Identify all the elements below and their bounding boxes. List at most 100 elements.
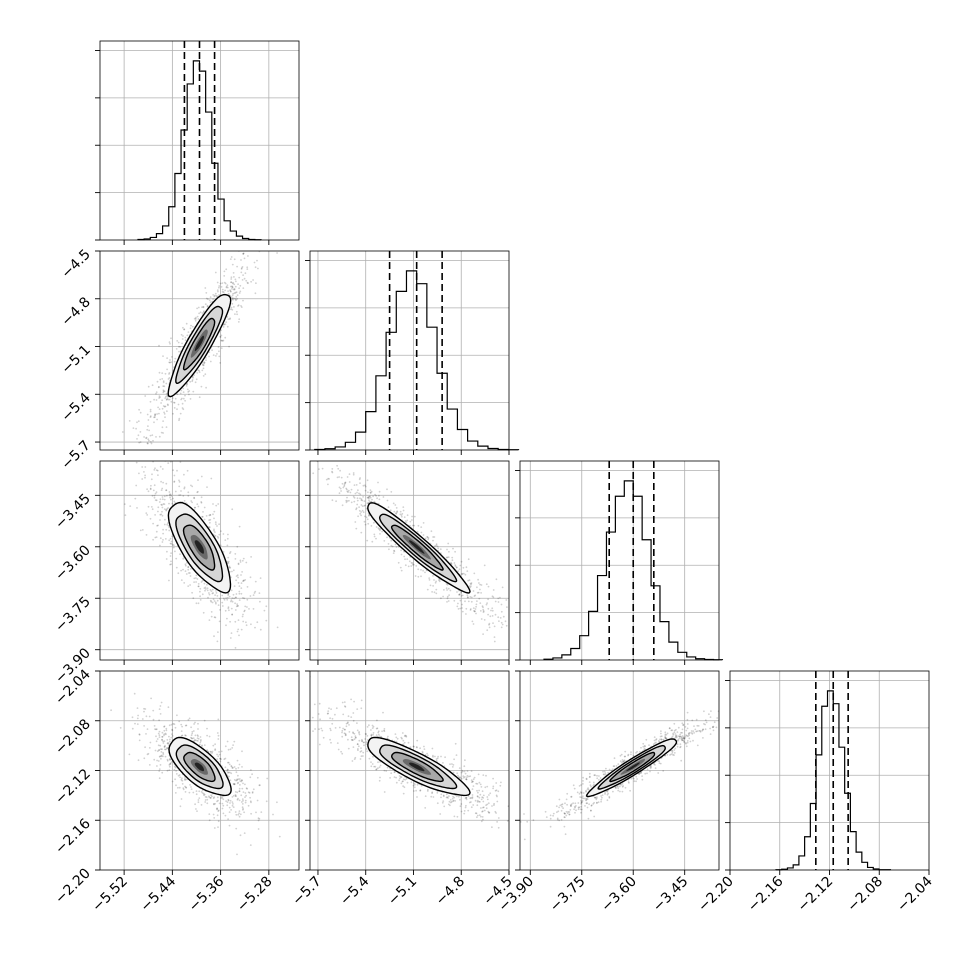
sample-point	[376, 719, 378, 722]
sample-point	[454, 742, 457, 745]
sample-point	[254, 292, 257, 295]
sample-point	[364, 489, 367, 492]
sample-point	[381, 730, 383, 733]
sample-point	[138, 733, 141, 736]
sample-point	[239, 780, 242, 782]
sample-point	[165, 392, 168, 395]
sample-point	[162, 381, 165, 384]
sample-point	[376, 727, 379, 730]
sample-point	[236, 298, 239, 300]
sample-point	[202, 311, 205, 314]
sample-point	[385, 770, 388, 772]
sample-point	[246, 268, 249, 270]
sample-point	[367, 496, 370, 499]
sample-point	[230, 600, 232, 603]
sample-point	[163, 729, 166, 732]
sample-point	[480, 820, 483, 823]
sample-point	[360, 747, 362, 749]
sample-point	[214, 534, 217, 537]
sample-point	[590, 785, 592, 788]
sample-point	[255, 282, 257, 285]
sample-point	[470, 801, 472, 803]
sample-point	[247, 791, 250, 794]
sample-point	[407, 741, 410, 744]
sample-point	[224, 814, 227, 817]
sample-point	[481, 810, 483, 813]
sample-point	[177, 774, 180, 777]
sample-point	[179, 805, 182, 808]
sample-point	[197, 479, 199, 481]
sample-point	[683, 741, 686, 744]
sample-point	[155, 399, 158, 401]
sample-point	[386, 737, 389, 740]
sample-point	[221, 795, 223, 798]
sample-point	[188, 791, 191, 794]
contour-line	[167, 501, 232, 594]
sample-point	[182, 408, 185, 411]
sample-point	[393, 510, 396, 513]
sample-point	[254, 590, 257, 593]
sample-point	[181, 407, 184, 409]
sample-point	[412, 745, 415, 748]
sample-point	[184, 777, 186, 780]
sample-point	[168, 735, 170, 738]
sample-point	[470, 781, 473, 784]
sample-point	[556, 811, 558, 814]
sample-point	[234, 811, 237, 813]
sample-point	[386, 488, 388, 491]
sample-point	[276, 801, 278, 804]
sample-point	[373, 765, 375, 768]
sample-point	[191, 732, 194, 735]
sample-point	[476, 591, 479, 594]
sample-point	[198, 743, 201, 746]
sample-point	[357, 489, 359, 492]
sample-point	[239, 561, 242, 563]
sample-point	[329, 738, 331, 741]
sample-point	[170, 563, 173, 566]
sample-point	[153, 494, 156, 497]
sample-point	[527, 644, 529, 646]
sample-point	[172, 722, 175, 725]
sample-point	[390, 491, 393, 493]
sample-point	[289, 435, 291, 437]
sample-point	[239, 834, 242, 837]
sample-point	[183, 328, 186, 331]
sample-point	[206, 486, 208, 488]
sample-point	[476, 814, 479, 817]
sample-point	[469, 596, 472, 598]
sample-point	[402, 506, 405, 508]
sample-point	[497, 826, 500, 829]
sample-point	[363, 505, 366, 507]
sample-point	[355, 736, 357, 739]
sample-point	[213, 635, 215, 638]
sample-point	[246, 266, 249, 269]
sample-point	[211, 795, 213, 798]
sample-point	[495, 782, 498, 784]
contour-line	[182, 317, 216, 371]
sample-point	[163, 413, 166, 415]
sample-point	[487, 585, 490, 588]
sample-point	[173, 481, 176, 483]
sample-point	[523, 813, 525, 815]
sample-point	[345, 722, 348, 725]
sample-point	[472, 804, 475, 806]
sample-point	[141, 529, 144, 531]
sample-point	[469, 775, 472, 778]
sample-point	[405, 778, 408, 780]
sample-point	[488, 811, 491, 814]
sample-point	[159, 544, 161, 547]
sample-point	[198, 396, 201, 399]
sample-point	[163, 498, 166, 501]
sample-point	[371, 727, 374, 729]
sample-point	[175, 557, 178, 560]
sample-point	[486, 798, 489, 801]
sample-point	[176, 714, 178, 717]
sample-point	[214, 521, 217, 524]
sample-point	[241, 750, 243, 753]
sample-point	[352, 746, 355, 748]
sample-point	[163, 725, 166, 728]
sample-point	[237, 563, 240, 566]
sample-point	[232, 292, 235, 295]
sample-point	[341, 701, 344, 704]
sample-point	[494, 613, 497, 616]
